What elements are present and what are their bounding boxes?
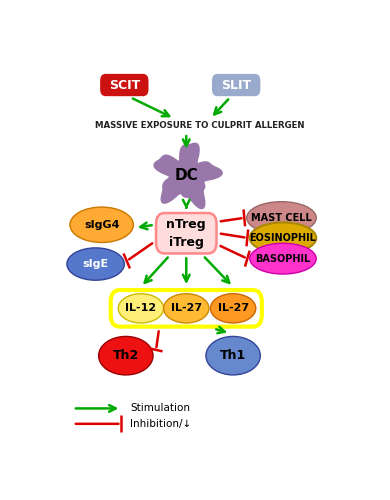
Ellipse shape	[118, 294, 164, 323]
Text: MASSIVE EXPOSURE TO CULPRIT ALLERGEN: MASSIVE EXPOSURE TO CULPRIT ALLERGEN	[95, 121, 305, 130]
FancyBboxPatch shape	[156, 213, 216, 254]
Text: sIgE: sIgE	[83, 259, 109, 269]
Ellipse shape	[164, 294, 209, 323]
Text: sIgG4: sIgG4	[84, 220, 119, 230]
Text: MAST CELL: MAST CELL	[251, 213, 312, 223]
Text: SLIT: SLIT	[221, 78, 251, 92]
Text: IL-27: IL-27	[171, 304, 202, 314]
FancyBboxPatch shape	[100, 74, 149, 96]
Ellipse shape	[250, 222, 316, 254]
Ellipse shape	[211, 294, 256, 323]
Text: Th2: Th2	[113, 349, 139, 362]
Text: DC: DC	[174, 168, 198, 183]
Text: SCIT: SCIT	[109, 78, 140, 92]
Text: IL-12: IL-12	[125, 304, 156, 314]
Text: Inhibition/↓: Inhibition/↓	[130, 419, 191, 429]
Text: EOSINOPHIL: EOSINOPHIL	[250, 233, 316, 243]
Text: nTreg
iTreg: nTreg iTreg	[167, 218, 206, 248]
Ellipse shape	[70, 207, 133, 242]
Ellipse shape	[247, 202, 316, 234]
Text: Stimulation: Stimulation	[130, 404, 190, 413]
Ellipse shape	[250, 244, 316, 274]
Ellipse shape	[67, 248, 124, 280]
FancyBboxPatch shape	[212, 74, 261, 96]
Ellipse shape	[206, 336, 261, 375]
Text: BASOPHIL: BASOPHIL	[255, 254, 310, 264]
Polygon shape	[154, 144, 222, 208]
Text: Th1: Th1	[220, 349, 246, 362]
Ellipse shape	[99, 336, 153, 375]
FancyBboxPatch shape	[111, 290, 262, 327]
Text: IL-27: IL-27	[218, 304, 249, 314]
